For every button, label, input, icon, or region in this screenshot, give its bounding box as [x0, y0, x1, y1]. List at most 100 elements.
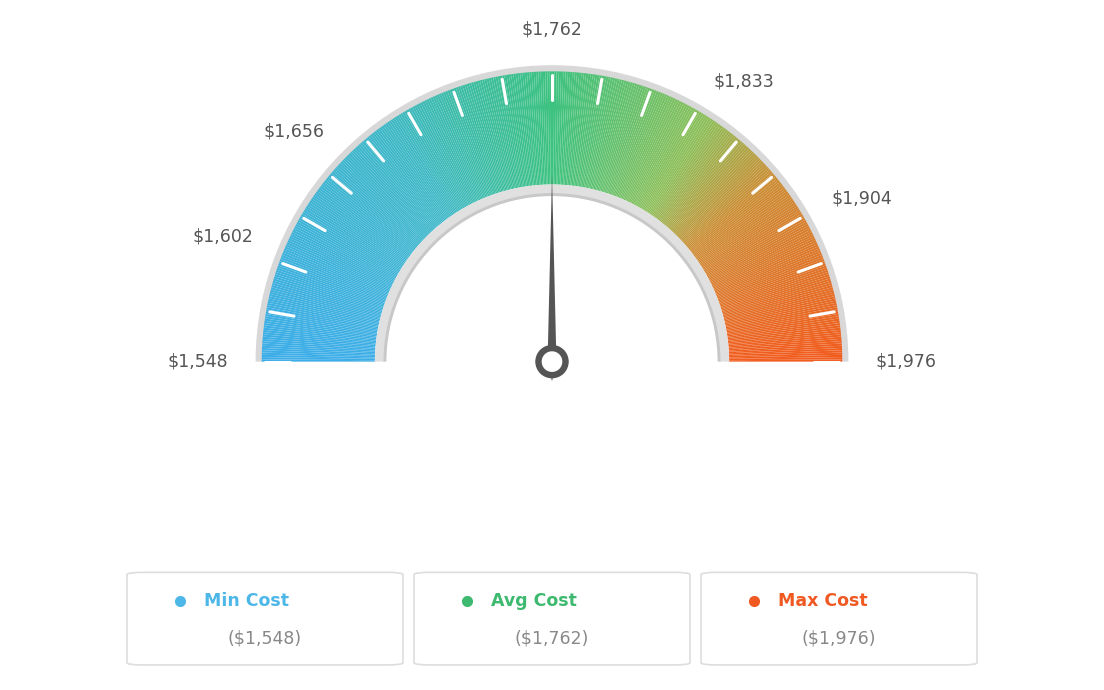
Wedge shape [661, 134, 733, 224]
Wedge shape [290, 234, 393, 285]
Wedge shape [363, 139, 438, 227]
Wedge shape [729, 339, 841, 349]
Wedge shape [552, 71, 554, 184]
Wedge shape [696, 191, 788, 259]
Wedge shape [305, 208, 402, 269]
Wedge shape [651, 121, 716, 216]
Wedge shape [276, 270, 384, 307]
Wedge shape [307, 204, 403, 267]
Wedge shape [680, 161, 764, 240]
Wedge shape [505, 75, 524, 187]
Wedge shape [433, 96, 480, 200]
Wedge shape [597, 81, 628, 190]
Wedge shape [279, 259, 386, 300]
Wedge shape [375, 130, 446, 221]
Wedge shape [644, 113, 703, 210]
Wedge shape [296, 224, 396, 279]
Wedge shape [713, 242, 817, 290]
Wedge shape [262, 359, 375, 362]
Wedge shape [312, 197, 406, 262]
Wedge shape [585, 77, 608, 188]
Wedge shape [353, 148, 432, 233]
Wedge shape [623, 95, 669, 199]
Wedge shape [559, 72, 565, 185]
Wedge shape [283, 250, 389, 295]
Wedge shape [357, 146, 434, 230]
Wedge shape [569, 72, 582, 186]
Wedge shape [700, 202, 796, 266]
Wedge shape [550, 71, 552, 184]
Wedge shape [694, 189, 787, 257]
Wedge shape [465, 84, 500, 193]
Wedge shape [299, 218, 399, 275]
Wedge shape [713, 240, 817, 288]
Wedge shape [350, 152, 429, 235]
Wedge shape [263, 339, 375, 349]
Wedge shape [604, 84, 639, 193]
Wedge shape [580, 75, 599, 187]
Wedge shape [705, 216, 804, 274]
Wedge shape [720, 268, 827, 306]
Wedge shape [724, 294, 835, 322]
Wedge shape [699, 199, 794, 263]
Wedge shape [631, 102, 683, 204]
Wedge shape [428, 98, 478, 201]
Wedge shape [404, 110, 463, 209]
Wedge shape [482, 79, 511, 190]
Wedge shape [728, 328, 840, 342]
Wedge shape [723, 287, 834, 317]
Wedge shape [480, 80, 509, 190]
Wedge shape [548, 71, 551, 184]
Wedge shape [478, 81, 508, 190]
Wedge shape [719, 261, 825, 302]
Wedge shape [498, 76, 520, 188]
Wedge shape [365, 138, 439, 226]
Wedge shape [408, 108, 466, 208]
Wedge shape [265, 316, 378, 335]
Wedge shape [346, 157, 427, 237]
Wedge shape [265, 314, 378, 334]
Wedge shape [264, 321, 376, 338]
Wedge shape [516, 73, 531, 186]
Wedge shape [297, 221, 396, 277]
Wedge shape [268, 301, 379, 326]
Wedge shape [586, 77, 611, 188]
Wedge shape [715, 248, 820, 294]
Wedge shape [618, 92, 664, 198]
Wedge shape [729, 346, 842, 353]
Wedge shape [725, 298, 836, 324]
Wedge shape [306, 206, 403, 268]
Wedge shape [622, 95, 667, 199]
Wedge shape [692, 184, 783, 254]
Wedge shape [638, 108, 696, 208]
Wedge shape [424, 100, 476, 203]
Wedge shape [729, 344, 842, 352]
Wedge shape [381, 126, 449, 218]
Wedge shape [628, 100, 680, 203]
Wedge shape [383, 124, 450, 217]
Wedge shape [707, 220, 806, 276]
Wedge shape [487, 79, 513, 189]
Wedge shape [262, 346, 375, 353]
Wedge shape [388, 121, 453, 216]
Wedge shape [665, 138, 739, 226]
Wedge shape [399, 114, 459, 211]
Wedge shape [375, 184, 729, 362]
Wedge shape [564, 72, 575, 185]
Polygon shape [548, 175, 556, 382]
Wedge shape [617, 92, 661, 197]
Wedge shape [724, 292, 835, 320]
Wedge shape [698, 197, 792, 262]
Wedge shape [588, 77, 613, 188]
Wedge shape [319, 187, 411, 257]
Wedge shape [724, 296, 836, 323]
Wedge shape [264, 325, 376, 341]
Wedge shape [264, 323, 376, 339]
Wedge shape [262, 351, 375, 356]
Wedge shape [327, 177, 415, 250]
Wedge shape [440, 92, 486, 198]
Wedge shape [293, 230, 394, 282]
Wedge shape [616, 91, 659, 197]
Wedge shape [656, 127, 724, 219]
Wedge shape [639, 110, 698, 208]
